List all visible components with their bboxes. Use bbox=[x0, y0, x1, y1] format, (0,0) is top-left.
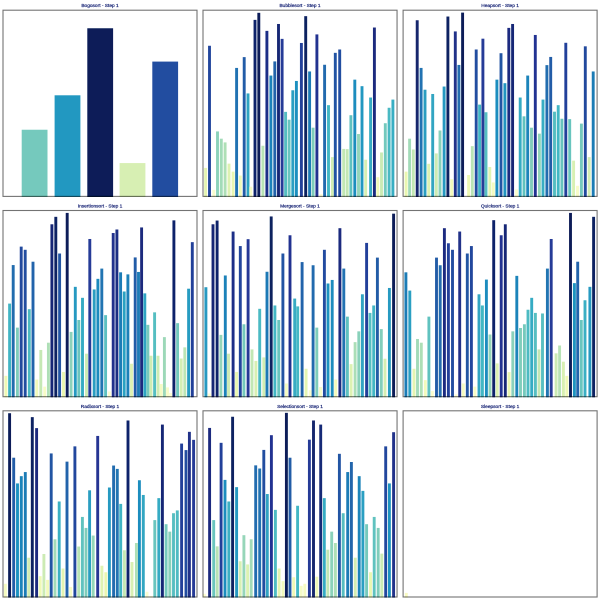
svg-text:Sleepsort - Step 1: Sleepsort - Step 1 bbox=[481, 404, 520, 410]
svg-text:Heapsort - Step 1: Heapsort - Step 1 bbox=[481, 3, 519, 9]
svg-text:Quicksort - Step 1: Quicksort - Step 1 bbox=[481, 204, 520, 210]
svg-text:Bogosort - Step 1: Bogosort - Step 1 bbox=[81, 3, 119, 9]
svg-text:Mergesort - Step 1: Mergesort - Step 1 bbox=[280, 204, 320, 210]
svg-text:Bubblesort - Step 1: Bubblesort - Step 1 bbox=[279, 3, 320, 9]
svg-text:Radixsort - Step 1: Radixsort - Step 1 bbox=[81, 404, 120, 410]
svg-text:Selectionsort - Step 1: Selectionsort - Step 1 bbox=[277, 404, 323, 410]
svg-text:Insertionsort - Step 1: Insertionsort - Step 1 bbox=[78, 204, 123, 210]
